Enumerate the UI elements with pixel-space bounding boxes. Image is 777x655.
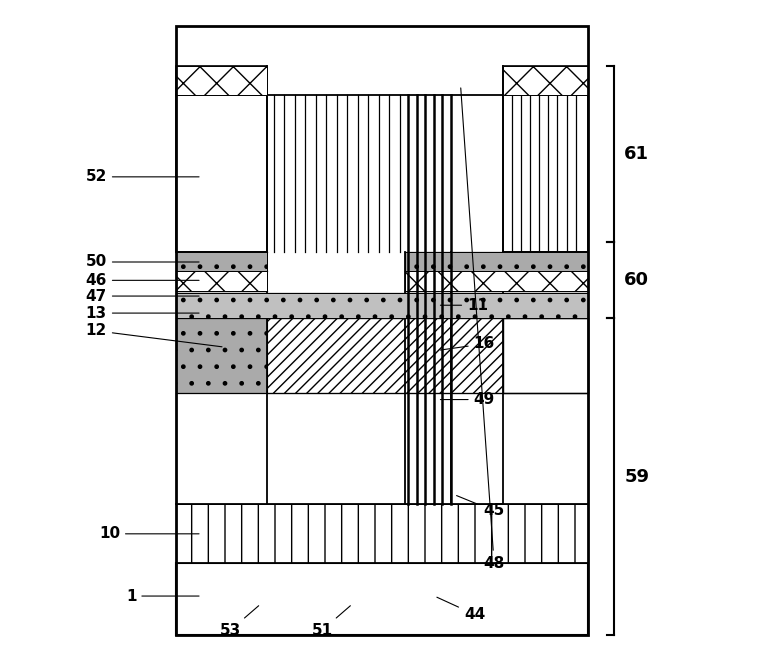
Bar (405, 252, 588, 271)
Bar (503, 66, 588, 95)
Text: 53: 53 (220, 606, 259, 637)
Text: 13: 13 (85, 306, 199, 320)
Text: 10: 10 (99, 527, 199, 541)
Text: 47: 47 (85, 289, 199, 303)
Bar (176, 26, 588, 635)
Text: 59: 59 (624, 468, 650, 485)
Text: 45: 45 (457, 496, 505, 518)
Text: 60: 60 (624, 271, 650, 289)
Text: 46: 46 (85, 273, 199, 288)
Text: 48: 48 (461, 88, 505, 571)
Text: 11: 11 (441, 298, 488, 312)
Bar (176, 563, 588, 635)
Bar (176, 504, 588, 563)
Bar (176, 293, 588, 318)
Text: 51: 51 (312, 606, 350, 637)
Bar (176, 66, 267, 95)
Bar (176, 66, 267, 504)
Text: 12: 12 (85, 324, 222, 346)
Bar (503, 66, 588, 252)
Bar (176, 252, 267, 271)
Text: 16: 16 (441, 337, 495, 351)
Text: 50: 50 (85, 255, 199, 269)
Bar (176, 66, 267, 252)
Text: 52: 52 (85, 170, 199, 184)
Text: 49: 49 (441, 392, 495, 407)
Bar (405, 271, 588, 291)
Bar (503, 318, 588, 393)
Text: 61: 61 (624, 145, 650, 163)
Bar (176, 271, 267, 291)
Text: 44: 44 (437, 597, 485, 622)
Bar (176, 318, 267, 393)
Bar (267, 318, 503, 393)
Text: 1: 1 (126, 589, 199, 603)
Bar (267, 66, 503, 504)
Bar (503, 66, 588, 504)
